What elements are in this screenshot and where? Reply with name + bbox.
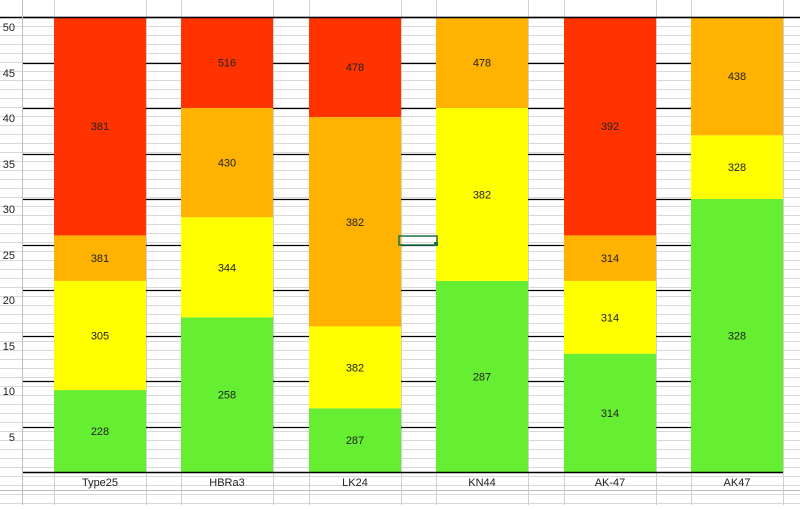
bar-segment bbox=[691, 135, 783, 199]
data-label: 228 bbox=[91, 426, 109, 438]
bar-segment bbox=[54, 235, 146, 281]
data-label: 287 bbox=[473, 371, 491, 383]
data-label: 287 bbox=[346, 435, 364, 447]
y-tick-label: 50 bbox=[3, 22, 15, 34]
selected-cell-handle[interactable] bbox=[434, 242, 438, 246]
y-tick-label: 5 bbox=[9, 432, 15, 444]
bar-stack-4: 287 382 478 bbox=[436, 17, 528, 472]
y-tick-label: 15 bbox=[3, 341, 15, 353]
data-label: 314 bbox=[601, 253, 619, 265]
bar-segment bbox=[309, 326, 401, 409]
bar-segment bbox=[181, 108, 273, 218]
y-tick-label: 20 bbox=[3, 295, 15, 307]
bar-segment bbox=[436, 108, 528, 281]
bar-stack-2: 258 344 430 516 bbox=[181, 17, 273, 472]
category-label: KN44 bbox=[468, 477, 496, 489]
data-label: 382 bbox=[346, 362, 364, 374]
bar-stack-1: 228 305 381 381 bbox=[54, 17, 146, 472]
data-label: 305 bbox=[91, 331, 109, 343]
data-label: 314 bbox=[601, 408, 619, 420]
category-label: AK-47 bbox=[595, 477, 626, 489]
bar-segment bbox=[564, 353, 656, 472]
data-label: 430 bbox=[218, 158, 236, 170]
y-tick-label: 10 bbox=[3, 386, 15, 398]
bar-segment bbox=[309, 17, 401, 118]
data-label: 478 bbox=[346, 62, 364, 74]
category-label: AK47 bbox=[724, 477, 751, 489]
category-label: LK24 bbox=[342, 477, 368, 489]
bar-stack-6: 328 328 438 bbox=[691, 17, 783, 472]
data-label: 382 bbox=[346, 217, 364, 229]
bar-segment bbox=[181, 317, 273, 472]
y-tick-label: 25 bbox=[3, 250, 15, 262]
category-label: HBRa3 bbox=[209, 477, 244, 489]
data-label: 516 bbox=[218, 58, 236, 70]
bar-segment bbox=[54, 390, 146, 472]
data-label: 382 bbox=[473, 189, 491, 201]
bar-segment bbox=[564, 17, 656, 236]
bar-stack-5: 314 314 314 392 bbox=[564, 17, 656, 472]
bar-segment bbox=[54, 17, 146, 236]
bar-segment bbox=[691, 17, 783, 136]
y-tick-label: 35 bbox=[3, 159, 15, 171]
x-axis-labels: Type25 HBRa3 LK24 KN44 AK-47 AK47 bbox=[82, 477, 751, 489]
data-label: 328 bbox=[728, 331, 746, 343]
y-axis-ticks: 5 10 15 20 25 30 35 40 45 50 bbox=[3, 22, 15, 444]
data-label: 314 bbox=[601, 312, 619, 324]
data-label: 381 bbox=[91, 253, 109, 265]
bar-segment bbox=[564, 280, 656, 354]
selected-cell[interactable] bbox=[398, 235, 438, 246]
bar-segment bbox=[436, 280, 528, 472]
bar-segment bbox=[54, 280, 146, 391]
y-tick-label: 30 bbox=[3, 204, 15, 216]
bar-segment bbox=[436, 17, 528, 108]
bar-segment bbox=[181, 217, 273, 318]
data-label: 438 bbox=[728, 71, 746, 83]
data-label: 344 bbox=[218, 262, 236, 274]
data-label: 381 bbox=[91, 121, 109, 133]
data-label: 392 bbox=[601, 121, 619, 133]
data-label: 478 bbox=[473, 58, 491, 70]
bars: 228 305 381 381 258 344 430 516 287 382 382 478 287 3… bbox=[54, 17, 783, 472]
data-label: 328 bbox=[728, 162, 746, 174]
bar-stack-3: 287 382 382 478 bbox=[309, 17, 401, 472]
bar-segment bbox=[564, 235, 656, 281]
y-tick-label: 45 bbox=[3, 68, 15, 80]
data-label: 258 bbox=[218, 390, 236, 402]
bar-segment bbox=[181, 17, 273, 108]
bar-segment bbox=[309, 117, 401, 327]
y-tick-label: 40 bbox=[3, 113, 15, 125]
category-label: Type25 bbox=[82, 477, 118, 489]
bar-segment bbox=[691, 199, 783, 472]
bar-segment bbox=[309, 408, 401, 472]
